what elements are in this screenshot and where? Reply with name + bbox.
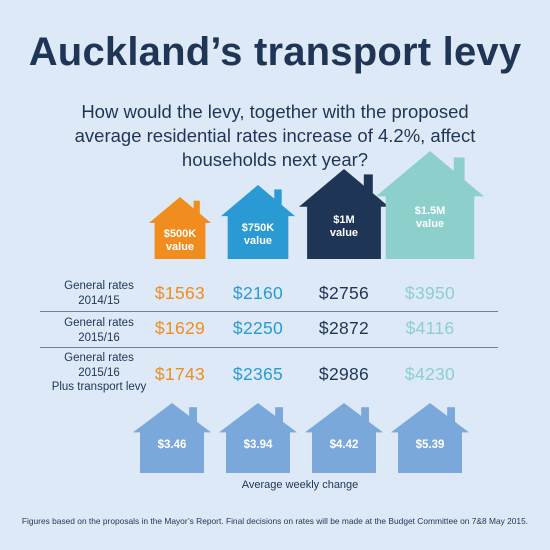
row-label-line: 2014/15 — [78, 294, 120, 307]
table-cell: $2986 — [318, 364, 370, 384]
house-icon-2 — [221, 185, 295, 259]
house-value-label: $750K value — [228, 222, 289, 248]
row-label-line: 2015/16 — [78, 366, 120, 379]
row-label-line: Plus transport levy — [51, 381, 147, 393]
table-cell: $2365 — [232, 364, 284, 384]
table-cell: $2756 — [318, 283, 370, 303]
house-icon-4 — [376, 151, 484, 259]
house-value-line: value — [165, 241, 195, 253]
weekly-change-caption: Average weekly change — [241, 479, 359, 491]
house-value-line: $750K — [241, 222, 275, 234]
house-value-line: $1.5M — [414, 205, 446, 217]
weekly-change-value: $5.39 — [415, 439, 445, 451]
weekly-change-value: $3.46 — [157, 439, 187, 451]
row-label-line: General rates — [64, 317, 134, 329]
table-cell: $2160 — [232, 283, 284, 303]
row-label: General rates 2014/15 — [40, 279, 158, 308]
house-icon-1 — [149, 197, 211, 259]
row-label: General rates 2015/16 — [40, 316, 158, 345]
house-value-line: value — [243, 235, 273, 247]
weekly-change-value: $4.42 — [329, 439, 359, 451]
weekly-house-icon-3 — [305, 403, 383, 473]
house-value-label: $500K value — [155, 228, 206, 254]
table-cell: $4116 — [405, 318, 455, 338]
table-cell: $4230 — [404, 364, 456, 384]
row-label-line: General rates — [64, 280, 134, 292]
row-divider — [40, 311, 498, 312]
table-cell: $1743 — [154, 364, 206, 384]
house-value-line: value — [329, 227, 359, 239]
footnote: Figures based on the proposals in the Ma… — [21, 516, 529, 526]
row-label-line: General rates — [64, 352, 134, 364]
table-cell: $1629 — [154, 318, 206, 338]
weekly-house-icon-1 — [133, 403, 211, 473]
table-cell: $2250 — [232, 318, 284, 338]
table-cell: $1563 — [154, 283, 206, 303]
table-cell: $3950 — [404, 283, 456, 303]
house-value-line: $500K — [163, 228, 197, 240]
house-value-label: $1M value — [307, 214, 381, 240]
house-icon-3 — [299, 169, 389, 259]
row-divider — [40, 347, 498, 348]
page-title: Auckland’s transport levy — [28, 30, 522, 74]
row-label-line: 2015/16 — [78, 331, 120, 344]
weekly-change-value: $3.94 — [243, 439, 273, 451]
house-value-line: value — [415, 218, 445, 230]
subtitle: How would the levy, together with the pr… — [74, 101, 476, 170]
weekly-house-icon-2 — [219, 403, 297, 473]
table-cell: $2872 — [318, 318, 370, 338]
house-value-label: $1.5M value — [386, 205, 475, 231]
house-value-line: $1M — [333, 214, 355, 226]
weekly-house-icon-4 — [391, 403, 469, 473]
row-label: General rates 2015/16 Plus transport levy — [40, 351, 158, 395]
